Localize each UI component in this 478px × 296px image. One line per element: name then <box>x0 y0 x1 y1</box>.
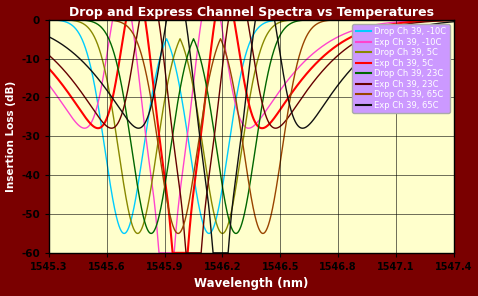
Exp Ch 39, 65C <box>193 99 198 103</box>
Exp Ch 39, 23C <box>193 251 198 255</box>
Drop Ch 39, 65C <box>368 18 373 22</box>
Exp Ch 39, 65C <box>164 18 170 22</box>
Exp Ch 39, 23C <box>137 18 142 22</box>
Exp Ch 39, 23C <box>66 75 72 78</box>
Drop Ch 39, 65C <box>66 18 72 22</box>
Line: Exp Ch 39, 5C: Exp Ch 39, 5C <box>49 20 454 253</box>
Drop Ch 39, 65C <box>260 232 266 235</box>
Exp Ch 39, 5C <box>46 67 52 70</box>
Exp Ch 39, -10C <box>368 24 374 28</box>
Drop Ch 39, 65C <box>346 18 352 22</box>
Drop Ch 39, -10C <box>346 18 352 22</box>
Exp Ch 39, 65C <box>346 70 352 73</box>
Line: Exp Ch 39, 23C: Exp Ch 39, 23C <box>49 20 454 253</box>
Exp Ch 39, 65C <box>46 35 52 38</box>
Exp Ch 39, 65C <box>66 48 72 52</box>
Drop Ch 39, 5C <box>66 18 72 22</box>
Exp Ch 39, 23C <box>451 19 456 22</box>
Exp Ch 39, 5C <box>304 73 309 76</box>
Drop Ch 39, -10C <box>304 18 309 22</box>
Line: Exp Ch 39, 65C: Exp Ch 39, 65C <box>49 20 454 253</box>
Exp Ch 39, -10C <box>451 18 456 22</box>
Exp Ch 39, 5C <box>170 251 175 255</box>
Exp Ch 39, -10C <box>110 18 116 22</box>
Drop Ch 39, 23C <box>304 18 309 22</box>
Exp Ch 39, 5C <box>451 18 456 22</box>
Exp Ch 39, -10C <box>156 251 162 255</box>
Drop Ch 39, -10C <box>368 18 373 22</box>
Line: Drop Ch 39, -10C: Drop Ch 39, -10C <box>49 20 454 234</box>
Title: Drop and Express Channel Spectra vs Temperatures: Drop and Express Channel Spectra vs Temp… <box>69 6 434 19</box>
Drop Ch 39, -10C <box>193 186 198 189</box>
Exp Ch 39, -10C <box>286 78 292 81</box>
Drop Ch 39, -10C <box>286 18 292 22</box>
Exp Ch 39, 65C <box>304 125 309 129</box>
Exp Ch 39, 23C <box>46 54 52 57</box>
Exp Ch 39, 23C <box>304 90 309 93</box>
Drop Ch 39, 23C <box>346 18 352 22</box>
Exp Ch 39, 65C <box>210 251 216 255</box>
Exp Ch 39, 5C <box>346 36 352 40</box>
Line: Drop Ch 39, 23C: Drop Ch 39, 23C <box>49 20 454 234</box>
Drop Ch 39, 23C <box>193 42 198 45</box>
Exp Ch 39, 23C <box>286 115 292 119</box>
Drop Ch 39, 23C <box>451 18 456 22</box>
Drop Ch 39, 23C <box>286 23 292 27</box>
Drop Ch 39, 5C <box>346 18 352 22</box>
Drop Ch 39, 23C <box>368 18 373 22</box>
X-axis label: Wavelength (nm): Wavelength (nm) <box>194 277 308 290</box>
Legend: Drop Ch 39, -10C, Exp Ch 39, -10C, Drop Ch 39, 5C, Exp Ch 39, 5C, Drop Ch 39, 23: Drop Ch 39, -10C, Exp Ch 39, -10C, Drop … <box>352 24 449 113</box>
Y-axis label: Insertion Loss (dB): Insertion Loss (dB) <box>6 81 16 192</box>
Line: Exp Ch 39, -10C: Exp Ch 39, -10C <box>49 20 454 253</box>
Exp Ch 39, 65C <box>368 49 374 52</box>
Drop Ch 39, 5C <box>286 19 292 22</box>
Exp Ch 39, 5C <box>123 18 129 22</box>
Drop Ch 39, -10C <box>66 22 72 25</box>
Drop Ch 39, -10C <box>46 18 52 22</box>
Drop Ch 39, -10C <box>121 232 127 235</box>
Exp Ch 39, 23C <box>346 45 352 48</box>
Drop Ch 39, 23C <box>148 232 154 235</box>
Exp Ch 39, -10C <box>346 30 352 34</box>
Drop Ch 39, 5C <box>304 18 309 22</box>
Line: Drop Ch 39, 5C: Drop Ch 39, 5C <box>49 20 454 234</box>
Drop Ch 39, 5C <box>368 18 373 22</box>
Drop Ch 39, 5C <box>451 18 456 22</box>
Exp Ch 39, -10C <box>193 63 198 67</box>
Drop Ch 39, 65C <box>193 160 198 164</box>
Line: Drop Ch 39, 65C: Drop Ch 39, 65C <box>49 20 454 234</box>
Exp Ch 39, 5C <box>193 174 198 177</box>
Exp Ch 39, -10C <box>304 58 309 62</box>
Drop Ch 39, 65C <box>304 35 309 39</box>
Exp Ch 39, 65C <box>451 20 456 23</box>
Exp Ch 39, 5C <box>66 93 72 96</box>
Drop Ch 39, 23C <box>66 18 72 22</box>
Exp Ch 39, 23C <box>368 32 374 36</box>
Exp Ch 39, -10C <box>66 112 72 116</box>
Exp Ch 39, -10C <box>46 83 52 87</box>
Exp Ch 39, 23C <box>183 251 189 255</box>
Exp Ch 39, 65C <box>286 99 292 102</box>
Drop Ch 39, -10C <box>451 18 456 22</box>
Drop Ch 39, 5C <box>193 99 198 102</box>
Drop Ch 39, 23C <box>46 18 52 22</box>
Exp Ch 39, 5C <box>286 96 292 99</box>
Drop Ch 39, 5C <box>46 18 52 22</box>
Drop Ch 39, 5C <box>219 232 225 235</box>
Drop Ch 39, 65C <box>46 18 52 22</box>
Exp Ch 39, 5C <box>368 27 374 31</box>
Drop Ch 39, 65C <box>451 18 456 22</box>
Drop Ch 39, 65C <box>286 106 292 110</box>
